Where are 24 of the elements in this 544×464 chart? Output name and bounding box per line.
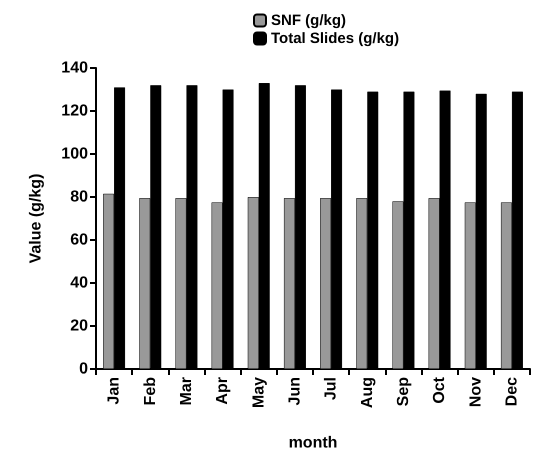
y-tick-label: 0 [79,360,88,378]
x-tick-label: Mar [178,377,195,406]
legend-label: Total Slides (g/kg) [271,30,400,47]
x-tick-label: Jan [106,377,123,405]
y-tick-label: 40 [70,274,88,292]
x-tick-label: Jul [322,377,340,400]
x-tick-label: Sep [394,376,412,406]
x-tick-label: May [250,376,268,408]
x-tick-label: Feb [142,376,159,406]
y-tick-label: 60 [70,232,88,248]
x-axis-title: month [288,434,338,452]
y-tick-label: 120 [61,102,88,120]
x-tick-label: Oct [431,376,448,404]
x-tick-label: Dec [503,376,520,406]
y-tick-label: 140 [61,60,88,76]
x-tick-label: Jun [286,377,304,406]
y-axis-title: Value (g/kg) [28,174,44,264]
x-tick-label: Aug [358,377,376,408]
y-tick-label: 100 [61,146,88,162]
y-tick-label: 20 [70,318,88,334]
x-tick-label: Nov [467,376,484,408]
y-tick-label: 80 [70,188,88,206]
x-tick-label: Apr [214,377,232,405]
legend-label: SNF (g/kg) [271,12,346,29]
